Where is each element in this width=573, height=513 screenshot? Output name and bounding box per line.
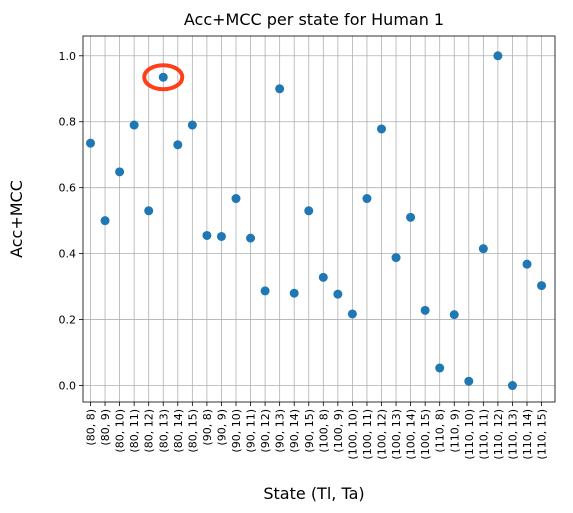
x-tick-label: (80, 9) <box>99 409 112 446</box>
data-point <box>507 381 517 391</box>
data-points <box>86 51 547 391</box>
data-point <box>144 206 154 216</box>
data-point <box>406 212 416 222</box>
data-point <box>216 231 226 241</box>
plot-frame <box>82 35 556 403</box>
y-tick-label: 0.2 <box>59 314 77 327</box>
x-tick-label: (100, 15) <box>419 409 432 460</box>
x-tick-label: (90, 11) <box>245 409 258 453</box>
data-point <box>202 230 212 240</box>
x-tick-label: (90, 13) <box>274 409 287 453</box>
x-axis-label: State (Tl, Ta) <box>263 484 364 503</box>
x-tick-label: (110, 15) <box>536 409 549 460</box>
x-tick-label: (80, 13) <box>157 409 170 453</box>
x-tick-label: (110, 12) <box>492 409 505 460</box>
grid <box>83 36 555 402</box>
x-tick-label: (90, 9) <box>215 409 228 446</box>
data-point <box>129 120 139 130</box>
x-tick-label: (90, 12) <box>259 409 272 453</box>
data-point <box>275 84 285 94</box>
data-point <box>158 72 168 82</box>
data-point <box>231 194 241 204</box>
x-tick-label: (90, 15) <box>303 409 316 453</box>
data-point <box>362 194 372 204</box>
x-tick-label: (100, 8) <box>317 409 330 453</box>
x-tick-label: (110, 8) <box>434 409 447 453</box>
x-tick-label: (110, 13) <box>506 409 519 460</box>
x-tick-label: (90, 14) <box>288 409 301 453</box>
data-point <box>522 259 532 269</box>
data-point <box>377 124 386 134</box>
data-point <box>435 363 445 373</box>
x-tick-label: (100, 11) <box>361 409 374 460</box>
data-point <box>246 233 256 243</box>
chart-title: Acc+MCC per state for Human 1 <box>184 10 444 29</box>
highlight-ellipse <box>142 63 185 92</box>
x-tick-label: (80, 15) <box>186 409 199 453</box>
data-point <box>100 216 110 226</box>
y-tick-label: 0.0 <box>59 380 77 393</box>
y-ticks: 0.0 0.2 0.4 0.6 0.8 1.0 <box>59 50 83 393</box>
x-tick-label: (90, 10) <box>230 409 243 453</box>
x-tick-label: (100, 14) <box>405 409 418 460</box>
y-tick-label: 0.8 <box>59 116 77 129</box>
data-point <box>420 305 430 315</box>
data-point <box>478 244 488 254</box>
x-tick-label: (100, 10) <box>346 409 359 460</box>
data-point <box>333 289 343 299</box>
x-ticks: (80, 8) (80, 9) (80, 10) (80, 11) (80, 12) (8… <box>85 402 549 460</box>
data-point <box>318 272 328 282</box>
data-point <box>173 140 183 150</box>
x-tick-label: (80, 14) <box>172 409 185 453</box>
x-tick-label: (110, 10) <box>463 409 476 460</box>
data-point <box>289 288 299 298</box>
data-point <box>449 310 459 320</box>
data-point <box>537 281 547 291</box>
x-tick-label: (80, 12) <box>143 409 156 453</box>
data-point <box>347 309 357 319</box>
x-tick-label: (110, 11) <box>477 409 490 460</box>
y-tick-label: 1.0 <box>59 50 77 63</box>
x-tick-label: (100, 9) <box>332 409 345 453</box>
data-point <box>115 167 125 177</box>
data-point <box>187 120 197 130</box>
x-tick-label: (80, 11) <box>128 409 141 453</box>
x-tick-label: (100, 13) <box>390 409 403 460</box>
x-tick-label: (80, 8) <box>85 409 98 446</box>
y-tick-label: 0.6 <box>59 182 77 195</box>
highlight-marker <box>142 63 185 92</box>
x-tick-label: (100, 12) <box>376 409 389 460</box>
x-tick-label: (80, 10) <box>114 409 127 453</box>
y-axis-label: Acc+MCC <box>7 180 26 258</box>
data-point <box>391 253 401 263</box>
x-tick-label: (110, 14) <box>521 409 534 460</box>
x-tick-label: (90, 8) <box>201 409 214 446</box>
x-tick-label: (110, 9) <box>448 409 461 453</box>
data-point <box>260 286 270 296</box>
data-point <box>493 51 503 61</box>
data-point <box>304 206 314 216</box>
data-point <box>86 138 95 148</box>
y-tick-label: 0.4 <box>59 248 77 261</box>
data-point <box>464 376 474 386</box>
